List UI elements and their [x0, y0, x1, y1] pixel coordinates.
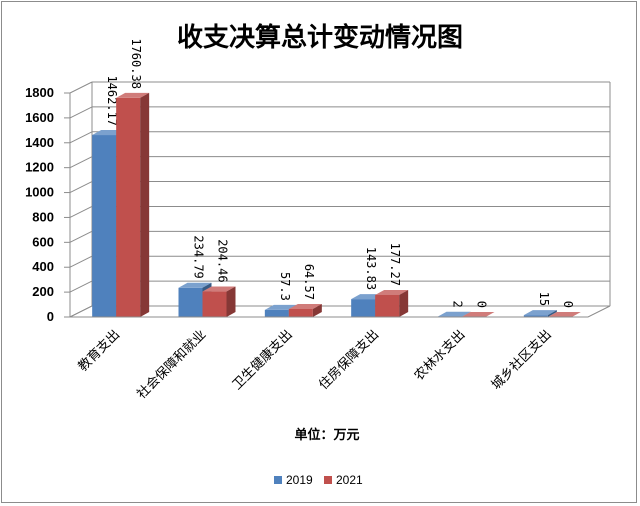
data-label: 0 [561, 301, 575, 308]
data-label: 15 [537, 292, 551, 306]
gridline-side [69, 156, 93, 169]
unit-label: 单位：万元 [294, 427, 359, 443]
data-label: 1462.17 [105, 75, 119, 126]
bar-2021 [202, 291, 227, 317]
bar-top-2021 [547, 312, 581, 317]
bar-top-2021 [288, 303, 322, 309]
data-label: 234.79 [192, 235, 206, 278]
bar-side-2021 [140, 92, 150, 318]
gridline-side [69, 81, 93, 94]
category-label: 社会保障和就业 [134, 327, 210, 403]
gridline-side [69, 230, 93, 243]
bar-2019 [92, 135, 117, 317]
y-tick-label: 0 [47, 309, 54, 324]
y-tick-label: 1600 [25, 110, 54, 125]
y-tick-label: 1000 [25, 185, 54, 200]
gridline-side [69, 181, 93, 194]
data-label: 0 [475, 301, 489, 308]
gridline-side [69, 131, 93, 144]
bar-2019 [523, 315, 548, 317]
bar-side-2019 [461, 311, 471, 317]
legend-label-2019: 2019 [286, 473, 313, 487]
y-tick-label: 1800 [25, 85, 54, 100]
gridline-side [69, 106, 93, 119]
legend-label-2021: 2021 [336, 473, 363, 487]
category-label: 教育支出 [75, 327, 123, 375]
y-tick-label: 1400 [25, 135, 54, 150]
bar-top-2021 [375, 289, 409, 295]
category-label: 城乡社区支出 [488, 327, 554, 393]
gridline-side [69, 255, 93, 268]
bar-2019 [178, 287, 203, 317]
data-label: 204.46 [216, 239, 230, 282]
bar-top-2021 [202, 286, 236, 292]
y-tick-label: 1200 [25, 160, 54, 175]
bar-2019 [264, 309, 289, 317]
bar-side-2021 [226, 286, 236, 317]
gridline-side [69, 280, 93, 293]
y-tick-label: 600 [32, 234, 54, 249]
bar-top-2021 [116, 92, 150, 98]
y-tick-label: 200 [32, 284, 54, 299]
data-label: 177.27 [388, 243, 402, 286]
bar-2019 [351, 299, 376, 317]
chart-title: 收支决算总计变动情况图 [177, 22, 463, 53]
bar-side-2021 [312, 303, 322, 317]
bar-2021 [375, 294, 400, 317]
bar-top-2019 [437, 311, 471, 317]
data-label: 1760.38 [129, 38, 143, 89]
data-label: 2 [451, 301, 465, 308]
bar-side-2021 [399, 289, 409, 317]
bar-top-2019 [178, 282, 212, 288]
bar-2021 [116, 97, 141, 318]
legend-swatch-2019 [274, 476, 282, 484]
category-label: 卫生健康支出 [229, 327, 295, 393]
bar-side-2019 [547, 310, 557, 317]
gridline-side [69, 205, 93, 218]
y-tick-label: 800 [32, 209, 54, 224]
y-tick-label: 400 [32, 259, 54, 274]
bar-top-2019 [523, 310, 557, 316]
data-label: 64.57 [302, 264, 316, 300]
legend-swatch-2021 [324, 476, 332, 484]
category-label: 住房保障支出 [316, 327, 382, 393]
data-label: 57.3 [278, 272, 292, 301]
data-label: 143.83 [364, 247, 378, 290]
bar-2021 [288, 308, 313, 317]
category-label: 农林水支出 [412, 327, 469, 384]
bar-top-2021 [461, 312, 495, 317]
